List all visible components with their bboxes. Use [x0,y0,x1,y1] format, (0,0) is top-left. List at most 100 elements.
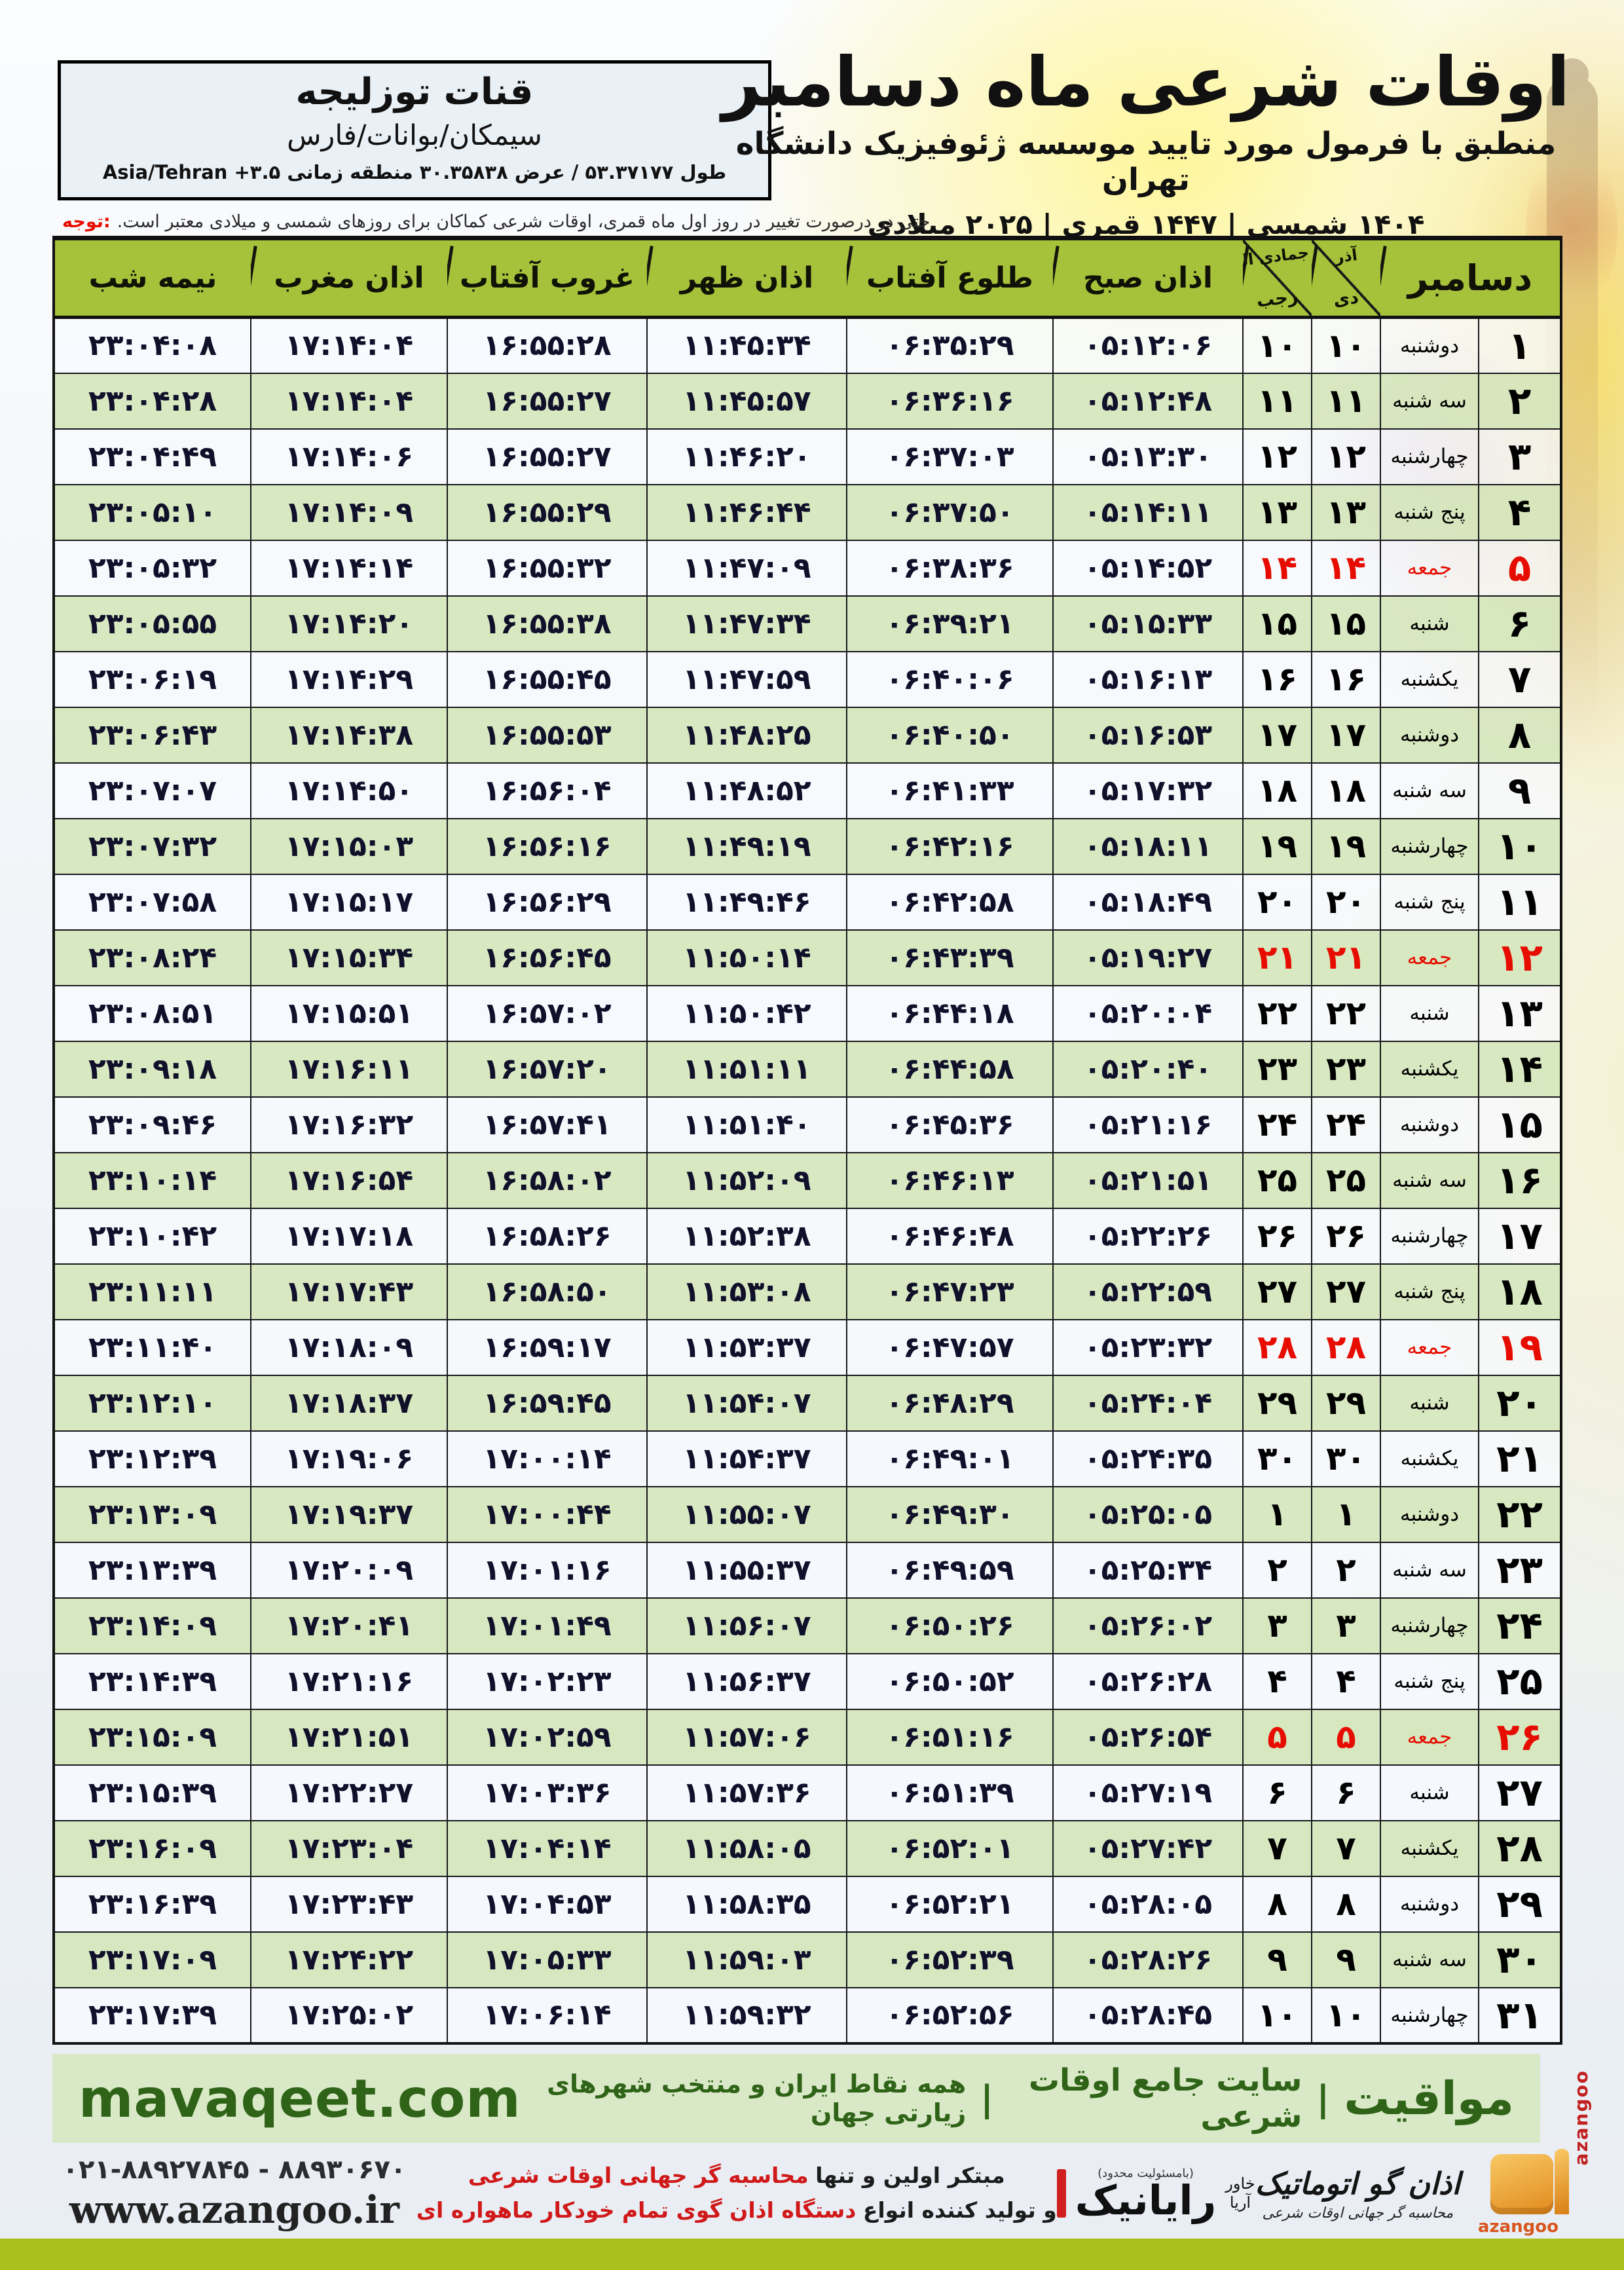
cell-solar-day: ۲۵ [1311,1151,1381,1209]
rayanik-sub1: خاور [1225,2174,1255,2193]
cell-dhuhr: ۱۱:۵۳:۳۷ [646,1318,847,1376]
mavaqeet-site-link[interactable]: mavaqeet.com [79,2068,521,2129]
cell-maghrib: ۱۷:۱۶:۱۱ [250,1040,448,1098]
cell-solar-day: ۱۹ [1311,817,1381,875]
cell-fajr: ۰۵:۲۶:۰۲ [1052,1597,1244,1654]
cell-sunrise: ۰۶:۴۹:۰۱ [846,1430,1054,1487]
table-row: ۳۱ چهارشنبه ۱۰ ۱۰ ۰۵:۲۸:۴۵ ۰۶:۵۲:۵۶ ۱۱:۵… [53,1986,1562,2044]
cell-sunrise: ۰۶:۴۷:۵۷ [846,1318,1054,1376]
cell-solar-day: ۳ [1311,1597,1381,1654]
cell-solar-day: ۱۶ [1311,650,1381,708]
cell-december-day: ۱ [1478,316,1562,374]
cell-midnight: ۲۳:۰۵:۱۰ [53,483,251,541]
cell-weekday: شنبه [1379,1374,1480,1432]
cell-dhuhr: ۱۱:۴۵:۵۷ [646,372,847,430]
cell-fajr: ۰۵:۱۵:۳۳ [1052,595,1244,652]
cell-sunset: ۱۶:۵۵:۳۲ [447,539,648,597]
date-line: ۱۴۰۴ شمسی | ۱۴۴۷ قمری | ۲۰۲۵ میلادی [867,208,1425,240]
cell-solar-day: ۲۸ [1311,1318,1381,1376]
cell-december-day: ۸ [1478,706,1562,764]
title-block: اوقات شرعی ماه دسامبر منطبق با فرمول مور… [707,43,1585,240]
cell-hijri-day: ۱۰ [1242,1986,1312,2044]
cell-midnight: ۲۳:۰۹:۱۸ [53,1040,251,1098]
cell-dhuhr: ۱۱:۵۱:۴۰ [646,1096,847,1153]
cell-midnight: ۲۳:۱۲:۱۰ [53,1374,251,1432]
cell-sunset: ۱۶:۵۶:۴۵ [447,929,648,986]
cell-december-day: ۶ [1478,595,1562,652]
cell-dhuhr: ۱۱:۵۶:۳۷ [646,1652,847,1710]
cell-december-day: ۲۶ [1478,1708,1562,1766]
cell-fajr: ۰۵:۱۳:۳۰ [1052,428,1244,485]
cell-maghrib: ۱۷:۲۱:۱۶ [250,1652,448,1710]
cell-sunrise: ۰۶:۴۵:۳۶ [846,1096,1054,1153]
cell-sunrise: ۰۶:۴۶:۴۸ [846,1207,1054,1265]
cell-fajr: ۰۵:۱۲:۰۶ [1052,316,1244,374]
cell-maghrib: ۱۷:۱۵:۱۷ [250,873,448,931]
table-row: ۲۱ یکشنبه ۳۰ ۳۰ ۰۵:۲۴:۳۵ ۰۶:۴۹:۰۱ ۱۱:۵۴:… [53,1430,1562,1487]
cell-dhuhr: ۱۱:۴۹:۱۹ [646,817,847,875]
cell-weekday: شنبه [1379,1764,1480,1821]
page-subtitle: منطبق با فرمول مورد تایید موسسه ژئوفیزیک… [735,125,1557,198]
rayanik-red-accent [1056,2169,1066,2218]
cell-solar-day: ۸ [1311,1875,1381,1933]
cell-hijri-day: ۲۱ [1242,929,1312,986]
cell-midnight: ۲۳:۱۵:۰۹ [53,1708,251,1766]
cell-hijri-day: ۲ [1242,1541,1312,1599]
cell-dhuhr: ۱۱:۴۸:۲۵ [646,706,847,764]
table-row: ۷ یکشنبه ۱۶ ۱۶ ۰۵:۱۶:۱۳ ۰۶:۴۰:۰۶ ۱۱:۴۷:۵… [53,650,1562,708]
cell-fajr: ۰۵:۲۶:۲۸ [1052,1652,1244,1710]
cell-sunset: ۱۶:۵۵:۲۷ [447,372,648,430]
cell-fajr: ۰۵:۱۴:۱۱ [1052,483,1244,541]
cell-solar-day: ۱۴ [1311,539,1381,597]
cell-sunrise: ۰۶:۵۰:۵۲ [846,1652,1054,1710]
azangoo-website-link[interactable]: www.azangoo.ir [69,2187,399,2232]
cell-maghrib: ۱۷:۱۴:۰۴ [250,316,448,374]
cell-solar-day: ۱۷ [1311,706,1381,764]
mavaqeet-brand: مواقیت [1344,2072,1514,2125]
cell-sunrise: ۰۶:۵۰:۲۶ [846,1597,1054,1654]
cell-midnight: ۲۳:۰۴:۲۸ [53,372,251,430]
cell-sunset: ۱۷:۰۴:۱۴ [447,1819,648,1877]
cell-hijri-day: ۱۵ [1242,595,1312,652]
rayanik-sub2: آریا [1229,2193,1251,2212]
cell-solar-day: ۶ [1311,1764,1381,1821]
cell-sunrise: ۰۶:۴۸:۲۹ [846,1374,1054,1432]
table-row: ۶ شنبه ۱۵ ۱۵ ۰۵:۱۵:۳۳ ۰۶:۳۹:۲۱ ۱۱:۴۷:۳۴ … [53,595,1562,652]
cell-maghrib: ۱۷:۲۳:۰۴ [250,1819,448,1877]
header-fajr: اذان صبح [1053,236,1243,319]
cell-dhuhr: ۱۱:۴۵:۳۴ [646,316,847,374]
cell-midnight: ۲۳:۱۳:۰۹ [53,1485,251,1543]
azar-label: آذر [1333,246,1359,267]
cell-hijri-day: ۲۸ [1242,1318,1312,1376]
solar-month-split: آذر دی [1312,240,1380,316]
cell-fajr: ۰۵:۲۴:۰۴ [1052,1374,1244,1432]
cell-december-day: ۱۲ [1478,929,1562,986]
cell-december-day: ۹ [1478,762,1562,819]
cell-dhuhr: ۱۱:۵۵:۰۷ [646,1485,847,1543]
cell-weekday: یکشنبه [1379,1040,1480,1098]
cell-weekday: یکشنبه [1379,650,1480,708]
cell-hijri-day: ۸ [1242,1875,1312,1933]
cell-fajr: ۰۵:۲۲:۲۶ [1052,1207,1244,1265]
cell-december-day: ۳۱ [1478,1986,1562,2044]
cell-midnight: ۲۳:۱۴:۰۹ [53,1597,251,1654]
cell-maghrib: ۱۷:۱۴:۰۹ [250,483,448,541]
table-row: ۲۵ پنج شنبه ۴ ۴ ۰۵:۲۶:۲۸ ۰۶:۵۰:۵۲ ۱۱:۵۶:… [53,1652,1562,1710]
cell-maghrib: ۱۷:۲۳:۴۳ [250,1875,448,1933]
rayanik-logo-group: خاور آریا (بامسئولیت محدود) رایانیک [1056,2167,1255,2221]
cell-hijri-day: ۲۰ [1242,873,1312,931]
cell-solar-day: ۱۸ [1311,762,1381,819]
cell-december-day: ۱۳ [1478,984,1562,1042]
cell-weekday: چهارشنبه [1379,1986,1480,2044]
cell-weekday: جمعه [1379,539,1480,597]
cell-sunset: ۱۷:۰۵:۳۳ [447,1931,648,1988]
cell-weekday: دوشنبه [1379,316,1480,374]
cell-sunset: ۱۶:۵۹:۱۷ [447,1318,648,1376]
cell-dhuhr: ۱۱:۵۲:۰۹ [646,1151,847,1209]
azangoo-logo-text: azangoo [1477,2217,1559,2237]
cell-weekday: شنبه [1379,984,1480,1042]
cell-dhuhr: ۱۱:۵۵:۳۷ [646,1541,847,1599]
page-title: اوقات شرعی ماه دسامبر [722,42,1570,122]
cell-maghrib: ۱۷:۱۴:۲۹ [250,650,448,708]
cell-midnight: ۲۳:۰۶:۴۳ [53,706,251,764]
